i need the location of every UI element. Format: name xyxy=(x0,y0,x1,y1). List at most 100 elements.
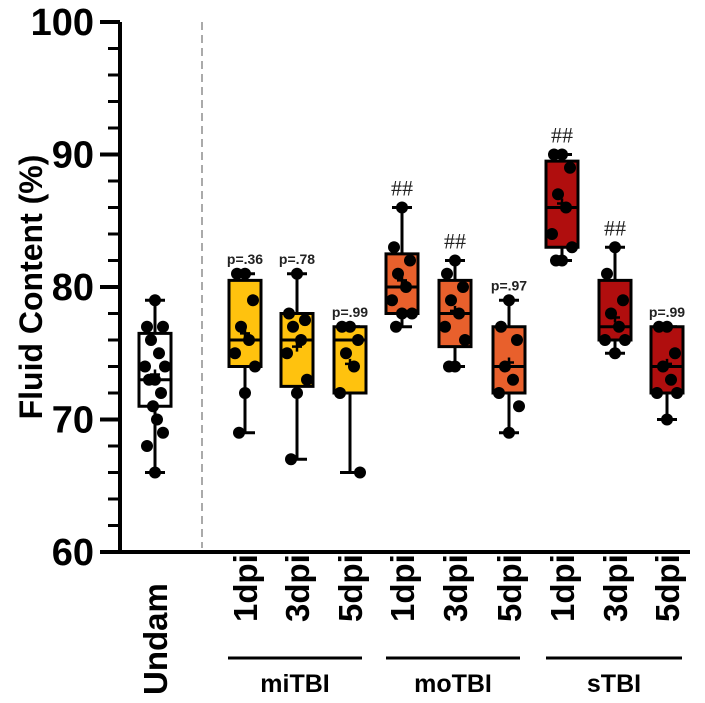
data-point xyxy=(609,347,621,360)
p-value-label: p=.36 xyxy=(227,251,263,267)
box-mitbi-1dpi: p=.36 xyxy=(227,251,263,439)
x-tick-label: 1dpi xyxy=(544,554,581,622)
data-point xyxy=(157,426,169,439)
data-point xyxy=(546,228,558,240)
data-point xyxy=(507,373,519,386)
data-point xyxy=(157,320,169,333)
y-axis-label: Fluid Content (%) xyxy=(13,155,49,420)
data-point xyxy=(388,241,400,254)
data-point xyxy=(613,320,625,333)
data-point xyxy=(495,320,507,333)
x-tick-label: 5dpi xyxy=(332,554,369,622)
data-point xyxy=(396,307,408,320)
mean-marker xyxy=(240,328,250,339)
data-point xyxy=(301,373,313,386)
data-point xyxy=(155,387,167,399)
data-point xyxy=(406,307,418,320)
data-point xyxy=(653,320,665,333)
x-tick-label: 3dpi xyxy=(279,554,316,622)
x-tick-label: 3dpi xyxy=(437,554,474,622)
data-point xyxy=(334,387,346,399)
data-point xyxy=(386,294,398,307)
mean-marker xyxy=(150,369,160,380)
data-point xyxy=(336,320,348,333)
data-point xyxy=(352,334,364,346)
group-label: moTBI xyxy=(414,670,492,698)
data-point xyxy=(669,347,681,360)
data-point xyxy=(552,188,564,201)
group-labels: miTBI moTBI sTBI xyxy=(228,656,682,698)
data-point xyxy=(609,241,621,254)
data-point xyxy=(459,334,471,346)
x-tick-label: 5dpi xyxy=(491,554,528,622)
data-point xyxy=(548,148,560,161)
data-point xyxy=(449,254,461,267)
box-motbi-3dpi: ## xyxy=(437,229,473,373)
x-tick-label: 1dpi xyxy=(384,554,421,622)
mean-marker xyxy=(345,358,355,369)
significance-mark: ## xyxy=(604,215,626,240)
y-ticks: 60 70 80 90 100 xyxy=(31,2,120,574)
x-tick-label: 3dpi xyxy=(597,554,634,622)
data-point xyxy=(145,334,157,346)
data-point xyxy=(233,426,245,439)
data-point xyxy=(143,373,155,386)
mean-marker xyxy=(662,358,672,369)
data-point xyxy=(147,400,159,413)
data-point xyxy=(291,387,303,399)
data-point xyxy=(457,281,469,293)
p-value-label: p=.78 xyxy=(279,251,315,267)
data-point xyxy=(283,307,295,320)
data-point xyxy=(396,201,408,214)
data-point xyxy=(151,413,163,426)
data-point xyxy=(149,294,161,307)
data-point xyxy=(141,440,153,452)
mean-marker xyxy=(292,341,302,352)
data-point xyxy=(564,161,576,174)
y-tick-label: 80 xyxy=(52,267,94,309)
data-point xyxy=(281,347,293,360)
x-tick-label: 1dpi xyxy=(227,554,264,622)
data-point xyxy=(550,254,562,267)
data-point xyxy=(247,294,259,307)
box-mitbi-3dpi: p=.78 xyxy=(279,251,315,466)
data-point xyxy=(299,314,311,327)
data-point xyxy=(599,334,611,346)
y-tick-label: 70 xyxy=(52,400,94,442)
y-tick-label: 100 xyxy=(31,2,94,44)
data-point xyxy=(493,387,505,399)
p-value-label: p=.99 xyxy=(332,304,368,320)
y-tick-label: 90 xyxy=(52,135,94,177)
box-undam-Undam xyxy=(137,294,173,479)
significance-mark: ## xyxy=(444,229,466,254)
data-point xyxy=(390,320,402,333)
p-value-label: p=.97 xyxy=(491,277,527,293)
data-point xyxy=(291,267,303,280)
group-label: sTBI xyxy=(587,670,641,698)
data-point xyxy=(503,294,515,307)
group-label: miTBI xyxy=(260,670,329,698)
data-point xyxy=(513,400,525,413)
data-point xyxy=(601,267,613,280)
data-point xyxy=(285,453,297,466)
data-point xyxy=(439,320,451,333)
p-value-label: p=.99 xyxy=(649,304,685,320)
box-mitbi-5dpi: p=.99 xyxy=(332,304,368,479)
data-point xyxy=(239,387,251,399)
data-point xyxy=(229,347,241,360)
box-stbi-5dpi: p=.99 xyxy=(649,304,685,426)
data-point xyxy=(354,466,366,479)
data-point xyxy=(503,426,515,439)
significance-mark: ## xyxy=(391,176,413,201)
data-point xyxy=(141,320,153,333)
boxes: p=.36 p=.78 p=.99 ## ## p=.97 ## ## p=.99 xyxy=(137,123,685,479)
x-labels: Undam 1dpi 3dpi 5dpi 1dpi 3dpi 5dpi 1dpi 3dpi 5dp… xyxy=(137,554,686,695)
data-point xyxy=(249,360,261,373)
data-point xyxy=(445,294,457,307)
data-point xyxy=(511,334,523,346)
data-point xyxy=(443,360,455,373)
data-point xyxy=(665,373,677,386)
significance-mark: ## xyxy=(551,123,573,148)
box-motbi-5dpi: p=.97 xyxy=(491,277,527,439)
